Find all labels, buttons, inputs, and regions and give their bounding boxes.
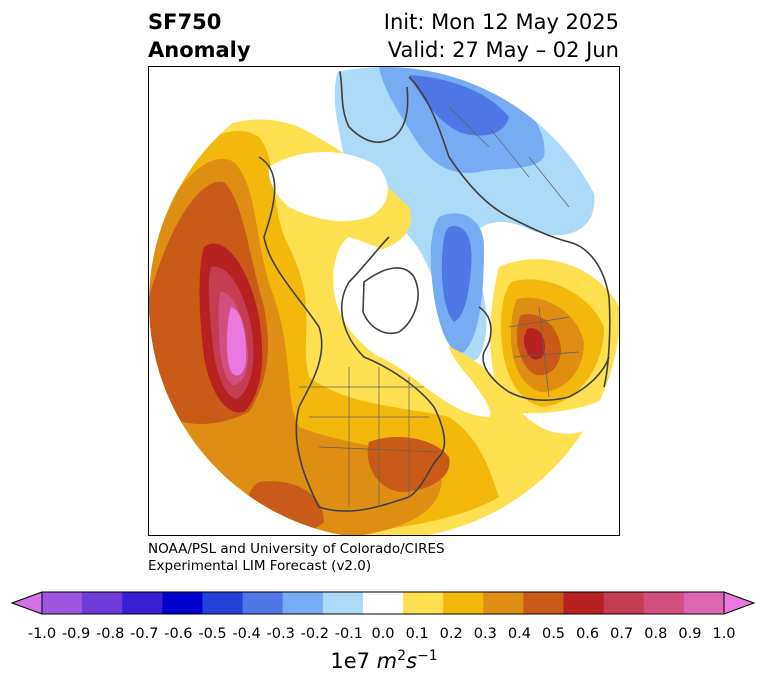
colorbar-tick-label: -1.0 — [27, 626, 57, 642]
init-date: Init: Mon 12 May 2025 — [383, 10, 619, 34]
colorbar-tick-label: -0.5 — [198, 626, 227, 642]
greenland-coast — [362, 267, 419, 334]
colorbar-cell — [362, 592, 404, 614]
colorbar-cell — [643, 592, 685, 614]
colorbar-cell — [282, 592, 324, 614]
units-base: 1e7 — [330, 649, 370, 673]
negative-anomaly-contour-3 — [409, 75, 509, 136]
neutral-zone — [333, 237, 491, 417]
colorbar — [10, 591, 756, 615]
polar-map — [148, 66, 620, 536]
colorbar-tick-label: 0.6 — [576, 626, 600, 642]
colorbar-cells — [42, 592, 725, 614]
colorbar-tick-label: 0.7 — [610, 626, 634, 642]
colorbar-tick-label: 0.4 — [507, 626, 531, 642]
variable-type: Anomaly — [148, 38, 251, 62]
map-title-right: Init: Mon 12 May 2025 Valid: 27 May – 02… — [384, 8, 619, 64]
colorbar-tick-label: 1.0 — [712, 626, 736, 642]
colorbar-tick-label: -0.3 — [266, 626, 295, 642]
colorbar-tick-label: 0.9 — [678, 626, 702, 642]
negative-anomaly-contour-4 — [441, 226, 472, 322]
colorbar-tick-label: 0.5 — [541, 626, 566, 642]
colorbar-cell — [683, 592, 725, 614]
colorbar-cell — [82, 592, 123, 614]
colorbar-cell — [162, 592, 203, 614]
colorbar-tick-label: 0.2 — [439, 626, 463, 642]
credit-line-1: NOAA/PSL and University of Colorado/CIRE… — [148, 541, 445, 557]
variable-name: SF750 — [148, 10, 222, 34]
units-m: m — [376, 649, 398, 673]
colorbar-under-arrow — [10, 591, 43, 615]
colorbar-tick-label: 0.8 — [644, 626, 668, 642]
colorbar-frame — [41, 591, 725, 615]
colorbar-tick-label: -0.4 — [232, 626, 261, 642]
credit-text: NOAA/PSL and University of Colorado/CIRE… — [148, 541, 445, 575]
units-s-exp: −1 — [417, 648, 438, 664]
colorbar-ticks: -1.0 -0.9 -0.8 -0.7 -0.6 -0.5 -0.4 -0.3 -0.2 -0.1… — [0, 626, 768, 648]
units-m-exp: 2 — [397, 648, 407, 664]
north-america-coast — [258, 156, 446, 512]
anomaly-contour-map — [149, 67, 619, 535]
valid-range: Valid: 27 May – 02 Jun — [387, 38, 619, 62]
colorbar-tick-label: -0.9 — [61, 626, 91, 642]
colorbar-cell — [483, 592, 524, 614]
colorbar-cell — [603, 592, 645, 614]
colorbar-cell — [403, 592, 444, 614]
colorbar-tick-label: -0.1 — [334, 626, 364, 642]
positive-anomaly-contour-9 — [226, 307, 247, 376]
colorbar-units: 1e7 m2s−1 — [0, 648, 768, 673]
colorbar-tick-label: -0.8 — [96, 626, 125, 642]
colorbar-cell — [202, 592, 244, 614]
colorbar-cell — [563, 592, 605, 614]
colorbar-tick-label: -0.7 — [130, 626, 159, 642]
colorbar-cell — [242, 592, 284, 614]
colorbar-over-arrow — [723, 591, 756, 615]
map-title-left: SF750 Anomaly — [148, 8, 251, 64]
coastlines — [258, 67, 611, 512]
credit-line-2: Experimental LIM Forecast (v2.0) — [148, 558, 372, 574]
colorbar-tick-label: 0.1 — [405, 626, 429, 642]
colorbar-cell — [42, 592, 83, 614]
colorbar-cell — [322, 592, 364, 614]
colorbar-tick-label: -0.2 — [300, 626, 329, 642]
colorbar-tick-label: 0.0 — [371, 626, 395, 642]
asia-coast — [338, 67, 409, 143]
colorbar-cell — [443, 592, 484, 614]
neutral-zone-greenland — [268, 152, 388, 222]
europe-coast — [478, 306, 610, 402]
colorbar-tick-label: 0.3 — [473, 626, 497, 642]
positive-anomaly-contour-e5 — [523, 328, 545, 360]
units-s: s — [406, 649, 418, 673]
country-borders — [299, 106, 580, 507]
colorbar-tick-label: -0.6 — [164, 626, 193, 642]
colorbar-cell — [122, 592, 163, 614]
eurasia-coast — [408, 76, 611, 388]
colorbar-cell — [523, 592, 565, 614]
